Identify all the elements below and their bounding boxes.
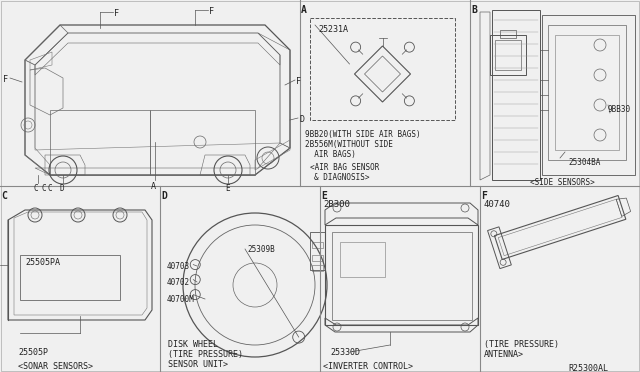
Text: D: D (161, 191, 167, 201)
Text: <SIDE SENSORS>: <SIDE SENSORS> (530, 178, 595, 187)
Text: C: C (34, 184, 38, 193)
Text: E: E (225, 184, 230, 193)
Bar (500, 30, 516, 38)
Text: C: C (41, 184, 45, 193)
Text: 40703: 40703 (167, 262, 190, 271)
Bar (20, 255, 120, 300)
Text: A: A (301, 5, 307, 15)
Bar (490, 35, 526, 75)
Text: 40740: 40740 (484, 200, 511, 209)
Bar (332, 232, 472, 320)
Text: 2B300: 2B300 (323, 200, 350, 209)
Bar (495, 40, 521, 70)
Bar (555, 35, 619, 150)
Text: 25309B: 25309B (247, 245, 275, 254)
Text: D: D (60, 184, 65, 193)
Text: 2B556M(WITHOUT SIDE: 2B556M(WITHOUT SIDE (305, 140, 393, 149)
Text: & DIAGNOSIS>: & DIAGNOSIS> (314, 173, 369, 182)
Text: 9BB20(WITH SIDE AIR BAGS): 9BB20(WITH SIDE AIR BAGS) (305, 130, 420, 139)
Text: F: F (481, 191, 487, 201)
Text: E: E (321, 191, 327, 201)
Text: A: A (151, 182, 156, 191)
Text: F: F (114, 9, 119, 18)
Text: R25300AL: R25300AL (568, 364, 608, 372)
Text: B: B (471, 5, 477, 15)
Text: C: C (1, 191, 7, 201)
Text: 25304BA: 25304BA (568, 158, 600, 167)
Text: ANTENNA>: ANTENNA> (484, 350, 524, 359)
Bar (340, 242, 385, 277)
Text: SENSOR UNIT>: SENSOR UNIT> (168, 360, 228, 369)
Text: F: F (3, 75, 8, 84)
Bar (548, 25, 626, 160)
Text: 40700M: 40700M (167, 295, 195, 304)
Text: DISK WHEEL: DISK WHEEL (168, 340, 218, 349)
Text: 25330D: 25330D (330, 348, 360, 357)
Text: 9BB30: 9BB30 (608, 105, 631, 114)
Text: AIR BAGS): AIR BAGS) (305, 150, 356, 159)
Text: (TIRE PRESSURE): (TIRE PRESSURE) (168, 350, 243, 359)
Text: <AIR BAG SENSOR: <AIR BAG SENSOR (310, 163, 380, 172)
Bar (312, 265, 323, 271)
Text: <INVERTER CONTROL>: <INVERTER CONTROL> (323, 362, 413, 371)
Text: D: D (299, 115, 304, 124)
Bar (312, 255, 323, 261)
Text: F: F (296, 77, 301, 86)
Text: (TIRE PRESSURE): (TIRE PRESSURE) (484, 340, 559, 349)
Text: F: F (209, 7, 214, 16)
Bar (312, 242, 323, 248)
Text: 25505PA: 25505PA (25, 258, 60, 267)
Bar (310, 18, 455, 120)
Bar (325, 225, 478, 325)
Text: 25505P: 25505P (18, 348, 48, 357)
Text: <SONAR SENSORS>: <SONAR SENSORS> (18, 362, 93, 371)
Text: 25231A: 25231A (318, 25, 348, 34)
Text: 40702: 40702 (167, 278, 190, 287)
Text: C: C (48, 184, 52, 193)
